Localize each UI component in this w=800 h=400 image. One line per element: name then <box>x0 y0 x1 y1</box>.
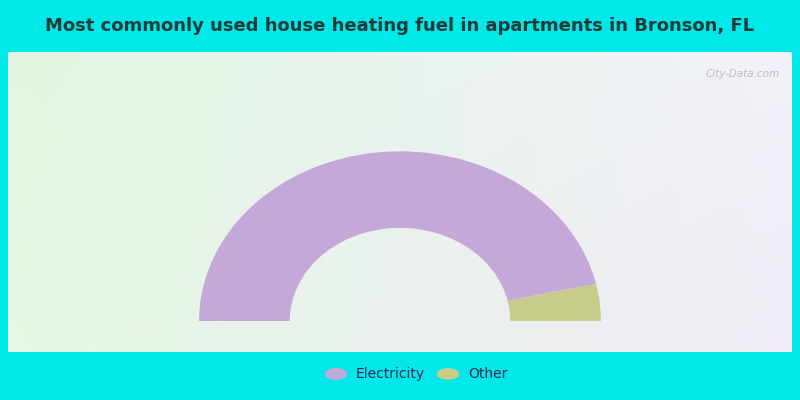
Text: City-Data.com: City-Data.com <box>706 68 780 78</box>
Text: Other: Other <box>468 367 507 381</box>
Text: Most commonly used house heating fuel in apartments in Bronson, FL: Most commonly used house heating fuel in… <box>46 17 754 35</box>
Wedge shape <box>507 284 601 321</box>
Text: Electricity: Electricity <box>356 367 425 381</box>
Wedge shape <box>199 151 596 321</box>
Circle shape <box>438 369 458 379</box>
Circle shape <box>326 369 346 379</box>
